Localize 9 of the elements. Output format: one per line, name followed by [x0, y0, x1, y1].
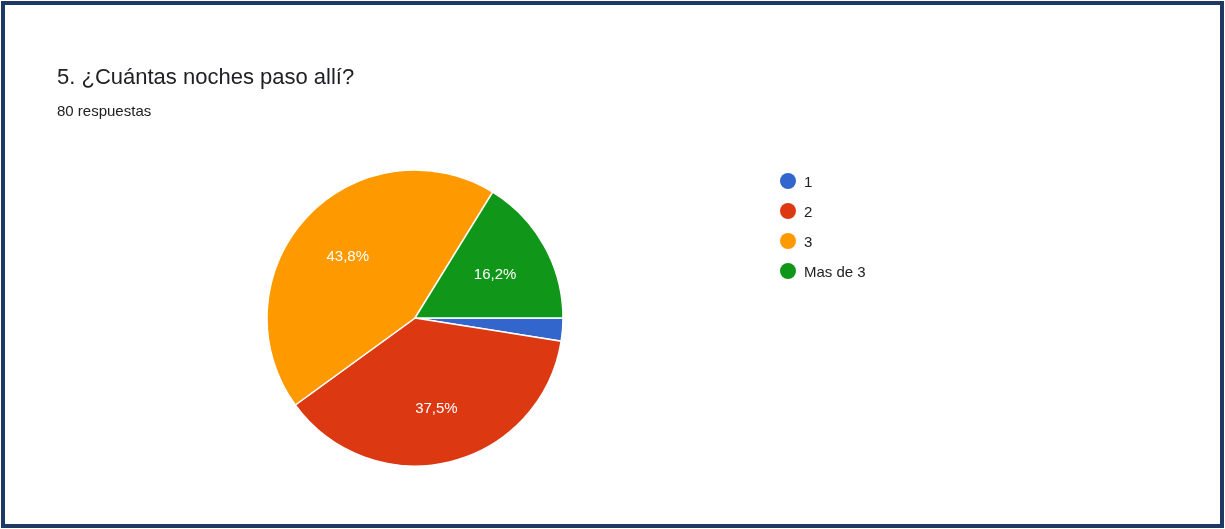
- text: 80 respuestas: [57, 102, 152, 119]
- legend-label: 2: [804, 202, 813, 220]
- legend-label: 3: [804, 232, 813, 250]
- legend-label: 1: [804, 172, 813, 190]
- data-label: 37,5%: [415, 398, 458, 416]
- data-label: 43,8%: [326, 247, 369, 265]
- data-label: 16,2%: [473, 264, 517, 282]
- legend-label: Mas de 3: [804, 262, 866, 280]
- chart-title: 5. ¿Cuántas noches paso allí?: [57, 64, 355, 89]
